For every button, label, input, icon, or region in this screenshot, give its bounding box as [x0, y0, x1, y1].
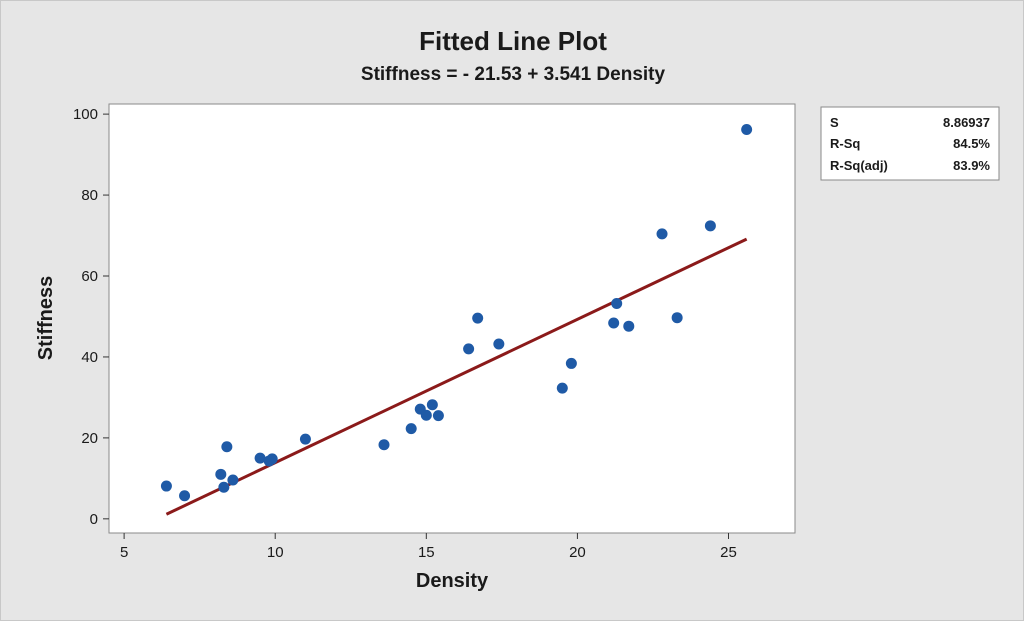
stat-rsq-adj-value: 83.9%: [953, 158, 990, 173]
x-tick-label: 5: [120, 544, 128, 561]
x-tick-label: 15: [418, 544, 435, 561]
stat-rsq-label: R-Sq: [830, 136, 860, 151]
y-tick-label: 100: [73, 106, 98, 123]
stats-box: S 8.86937 R-Sq 84.5% R-Sq(adj) 83.9%: [820, 106, 1000, 181]
stat-rsq-adj-label: R-Sq(adj): [830, 158, 888, 173]
data-point: [160, 480, 172, 492]
data-point: [565, 357, 577, 369]
data-point: [299, 433, 311, 445]
x-axis-label: Density: [416, 570, 489, 592]
y-tick-label: 0: [90, 511, 98, 528]
stat-s-value: 8.86937: [943, 115, 990, 130]
y-tick-label: 80: [81, 187, 98, 204]
y-axis-ticks: 0 20 40 60 80 100: [73, 106, 109, 528]
stat-s-label: S: [830, 115, 839, 130]
y-tick-label: 60: [81, 268, 98, 285]
data-point: [656, 228, 668, 240]
y-tick-label: 40: [81, 349, 98, 366]
fitted-regression-line: [165, 237, 748, 516]
x-tick-label: 25: [720, 544, 737, 561]
chart-subtitle: Stiffness = - 21.53 + 3.541 Density: [361, 64, 666, 85]
data-point: [254, 452, 266, 464]
data-point: [623, 320, 635, 332]
data-point: [266, 453, 278, 465]
data-point: [378, 439, 390, 451]
data-point: [405, 423, 417, 435]
plot-area: [108, 103, 796, 534]
data-point: [671, 312, 683, 324]
y-tick-label: 20: [81, 430, 98, 447]
x-axis-ticks: 5 10 15 20 25: [120, 533, 737, 561]
data-point: [472, 312, 484, 324]
data-point: [179, 490, 191, 502]
data-point: [704, 220, 716, 232]
data-point: [218, 481, 230, 493]
data-point: [611, 298, 623, 310]
data-point: [463, 343, 475, 355]
data-point: [432, 410, 444, 422]
stat-rsq-value: 84.5%: [953, 136, 990, 151]
x-tick-label: 20: [569, 544, 586, 561]
data-point: [215, 468, 227, 480]
data-point: [493, 338, 505, 350]
chart-title: Fitted Line Plot: [419, 26, 607, 56]
x-tick-label: 10: [267, 544, 284, 561]
data-point: [227, 474, 239, 486]
data-point: [556, 382, 568, 394]
data-point: [608, 317, 620, 329]
data-point: [221, 441, 233, 453]
y-axis-label: Stiffness: [35, 276, 57, 360]
stats-box-frame: [820, 106, 1000, 181]
data-point: [426, 399, 438, 411]
data-point: [420, 409, 432, 421]
data-point: [741, 123, 753, 135]
data-points: [160, 123, 753, 502]
